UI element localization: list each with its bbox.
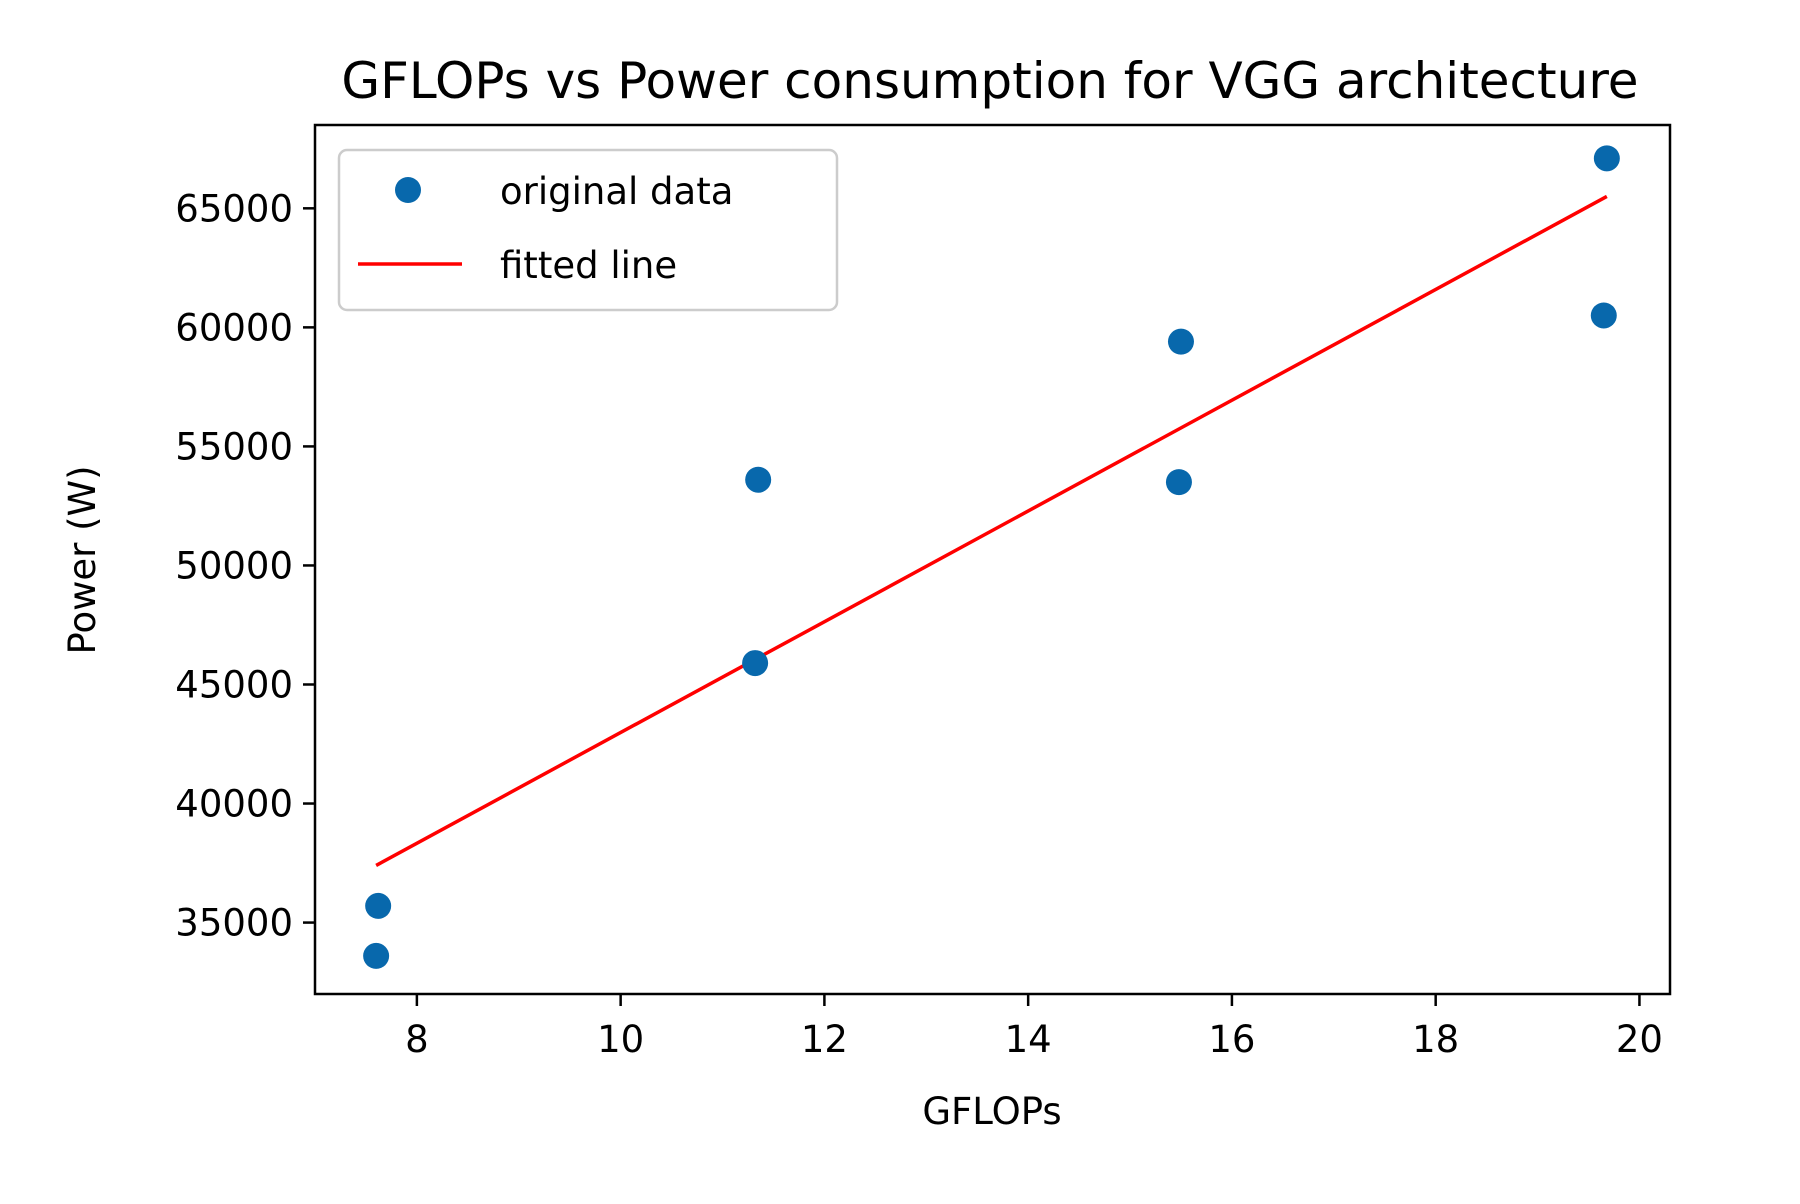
x-tick-label-5: 18 [1412,1018,1459,1061]
legend-marker-original-data [395,177,421,203]
legend-box [337,148,839,312]
y-axis-ticks: 35000 40000 45000 50000 55000 60000 65000 [175,187,315,945]
data-point-3 [745,466,772,493]
data-point-2 [742,650,769,677]
data-point-6 [1590,302,1617,329]
x-tick-label-6: 20 [1616,1018,1663,1061]
chart-title: GFLOPs vs Power consumption for VGG arch… [341,52,1638,110]
y-tick-label-3: 50000 [175,544,293,587]
x-axis-ticks: 8 10 12 14 16 18 20 [405,994,1663,1061]
y-tick-label-0: 35000 [175,902,293,945]
x-tick-label-4: 16 [1208,1018,1255,1061]
x-tick-label-1: 10 [597,1018,644,1061]
x-tick-label-0: 8 [405,1018,429,1061]
y-axis-label: Power (W) [61,465,104,654]
fitted-line [375,194,1608,867]
legend-label-original-data: original data [500,170,733,213]
x-axis-label: GFLOPs [922,1090,1061,1133]
legend: original data fitted line [337,148,839,312]
y-tick-label-2: 45000 [175,663,293,706]
data-point-5 [1167,328,1194,355]
x-tick-label-2: 12 [801,1018,848,1061]
legend-label-fitted-line: fitted line [500,244,677,287]
y-tick-label-6: 65000 [175,187,293,230]
y-tick-label-5: 60000 [175,306,293,349]
plot-frame [313,123,1672,996]
plot-area [363,145,1620,969]
data-point-7 [1593,145,1620,172]
data-point-0 [363,942,390,969]
x-tick-label-3: 14 [1005,1018,1052,1061]
data-point-4 [1165,469,1192,496]
y-tick-label-4: 55000 [175,425,293,468]
y-tick-label-1: 40000 [175,783,293,826]
data-point-1 [365,892,392,919]
